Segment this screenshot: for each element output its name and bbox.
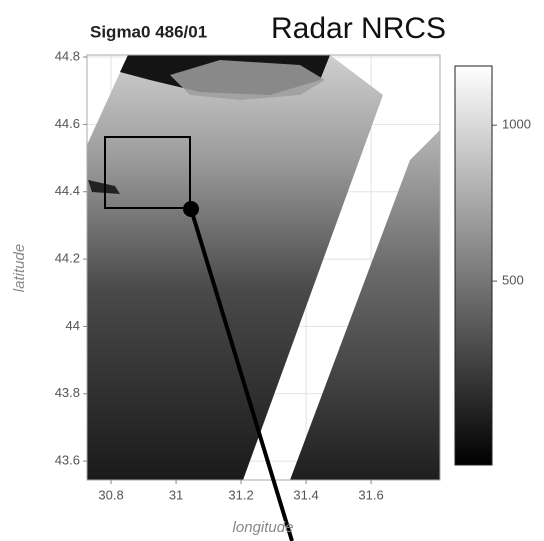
chart-title: Sigma0 486/01 <box>90 22 207 41</box>
x-axis-label: longitude <box>233 519 294 536</box>
chart-subtitle: Radar NRCS <box>271 12 446 45</box>
y-tick-label: 44 <box>66 318 80 333</box>
y-tick-label: 44.2 <box>55 251 80 266</box>
colorbar-tick-label: 1000 <box>502 117 531 132</box>
pointer-dot <box>183 201 199 217</box>
x-tick-label: 31.2 <box>228 487 253 502</box>
y-axis-label: latitude <box>11 244 28 292</box>
y-tick-label: 44.6 <box>55 116 80 131</box>
y-tick-label: 44.4 <box>55 183 80 198</box>
x-tick-label: 30.8 <box>98 487 123 502</box>
x-tick-label: 31.4 <box>293 487 318 502</box>
y-tick-label: 43.6 <box>55 453 80 468</box>
x-tick-label: 31 <box>169 487 183 502</box>
y-tick-label: 43.8 <box>55 385 80 400</box>
colorbar <box>455 66 492 465</box>
y-tick-label: 44.8 <box>55 48 80 63</box>
chart: Sigma0 486/01 Radar NRCS longitude latit… <box>0 0 544 541</box>
x-tick-label: 31.6 <box>358 487 383 502</box>
colorbar-tick-label: 500 <box>502 273 524 288</box>
radar-image <box>87 55 440 480</box>
